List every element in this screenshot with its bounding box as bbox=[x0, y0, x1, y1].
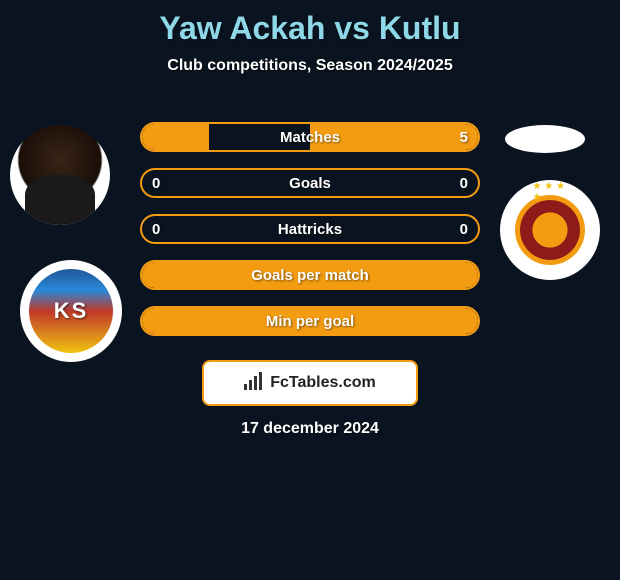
stat-value-left: 0 bbox=[152, 221, 160, 238]
club-badge-left-text: KS bbox=[54, 298, 89, 324]
stats-container: Matches 5 0 Goals 0 0 Hattricks 0 Goals per matc… bbox=[140, 122, 480, 352]
stat-row: Matches 5 bbox=[140, 122, 480, 152]
club-badge-right-inner: ★ ★ ★ ★ bbox=[515, 195, 585, 265]
club-stars-icon: ★ ★ ★ ★ bbox=[533, 181, 568, 203]
stat-label: Goals per match bbox=[251, 267, 369, 284]
date-label: 17 december 2024 bbox=[241, 420, 379, 438]
club-badge-left-inner: KS bbox=[29, 269, 113, 353]
stat-fill-left bbox=[142, 124, 209, 150]
stat-value-right: 0 bbox=[460, 175, 468, 192]
club-badge-right: ★ ★ ★ ★ bbox=[500, 180, 600, 280]
stat-row: Min per goal bbox=[140, 306, 480, 336]
club-badge-left: KS bbox=[20, 260, 122, 362]
stat-value-right: 5 bbox=[460, 129, 468, 146]
stat-row: 0 Goals 0 bbox=[140, 168, 480, 198]
branding-badge[interactable]: FcTables.com bbox=[202, 360, 418, 406]
stat-value-left: 0 bbox=[152, 175, 160, 192]
stat-label: Matches bbox=[280, 129, 340, 146]
stat-row: Goals per match bbox=[140, 260, 480, 290]
stat-value-right: 0 bbox=[460, 221, 468, 238]
chart-icon bbox=[244, 372, 264, 395]
branding-text: FcTables.com bbox=[270, 374, 376, 392]
comparison-title: Yaw Ackah vs Kutlu bbox=[0, 0, 620, 47]
stat-row: 0 Hattricks 0 bbox=[140, 214, 480, 244]
stat-label: Goals bbox=[289, 175, 331, 192]
comparison-subtitle: Club competitions, Season 2024/2025 bbox=[0, 57, 620, 75]
player-avatar-right bbox=[505, 125, 585, 153]
stat-label: Hattricks bbox=[278, 221, 342, 238]
player-avatar-left bbox=[10, 125, 110, 225]
stat-label: Min per goal bbox=[266, 313, 354, 330]
